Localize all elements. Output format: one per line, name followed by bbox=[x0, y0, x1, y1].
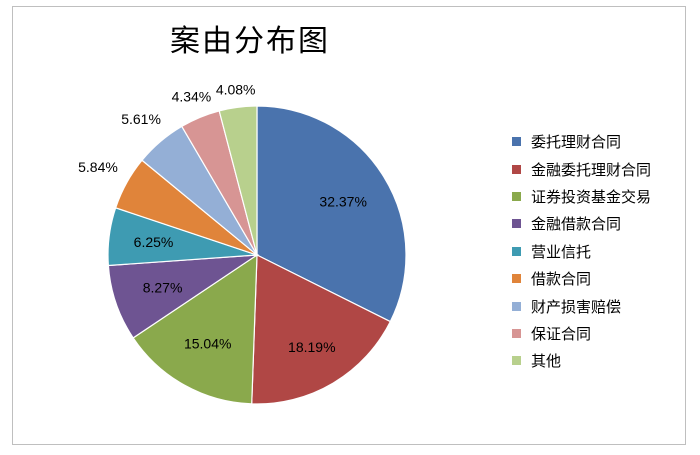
slice-value-label: 5.84% bbox=[78, 159, 118, 175]
legend-swatch bbox=[512, 274, 521, 284]
legend-label: 财产损害赔偿 bbox=[531, 297, 622, 316]
slice-value-label: 4.08% bbox=[216, 81, 256, 97]
legend-swatch bbox=[512, 246, 521, 256]
slice-value-label: 5.61% bbox=[121, 111, 161, 127]
pie-slice-3 bbox=[132, 253, 258, 405]
legend-swatch bbox=[512, 356, 521, 366]
legend-label: 金融借款合同 bbox=[531, 215, 622, 234]
legend-item: 金融借款合同 bbox=[512, 210, 651, 237]
legend-label: 金融委托理财合同 bbox=[531, 160, 652, 179]
legend-item: 借款合同 bbox=[512, 265, 651, 292]
slice-value-label: 6.25% bbox=[134, 234, 174, 250]
pie-slice-2 bbox=[251, 254, 392, 405]
legend-swatch bbox=[512, 191, 521, 201]
slice-value-label: 15.04% bbox=[184, 336, 231, 352]
legend-item: 保证合同 bbox=[512, 320, 651, 347]
legend-swatch bbox=[512, 219, 521, 229]
pie-slice-9 bbox=[218, 105, 258, 256]
legend-item: 营业信托 bbox=[512, 238, 651, 265]
legend-label: 证券投资基金交易 bbox=[531, 187, 652, 206]
legend-swatch bbox=[512, 137, 521, 147]
chart-legend: 委托理财合同金融委托理财合同 证券投资基金交易 金融借款合同 营业信托借款合同财产损害… bbox=[512, 128, 651, 375]
legend-swatch bbox=[512, 164, 521, 174]
legend-swatch bbox=[512, 328, 521, 338]
legend-swatch bbox=[512, 301, 521, 311]
legend-item: 财产损害赔偿 bbox=[512, 292, 651, 319]
slice-value-label: 8.27% bbox=[143, 279, 183, 295]
legend-label: 委托理财合同 bbox=[531, 133, 622, 152]
slice-value-label: 4.34% bbox=[172, 89, 212, 105]
legend-label: 借款合同 bbox=[531, 270, 592, 289]
legend-item: 金融委托理财合同 bbox=[512, 155, 651, 182]
pie-slice-1 bbox=[256, 105, 407, 323]
legend-item: 其他 bbox=[512, 347, 651, 374]
legend-label: 营业信托 bbox=[531, 242, 592, 261]
slice-value-label: 18.19% bbox=[288, 339, 335, 355]
slice-value-label: 32.37% bbox=[319, 194, 366, 210]
chart-title: 案由分布图 bbox=[170, 24, 330, 59]
legend-label: 保证合同 bbox=[531, 324, 592, 343]
legend-label: 其他 bbox=[531, 352, 562, 371]
legend-item: 委托理财合同 bbox=[512, 128, 651, 155]
legend-item: 证券投资基金交易 bbox=[512, 183, 651, 210]
